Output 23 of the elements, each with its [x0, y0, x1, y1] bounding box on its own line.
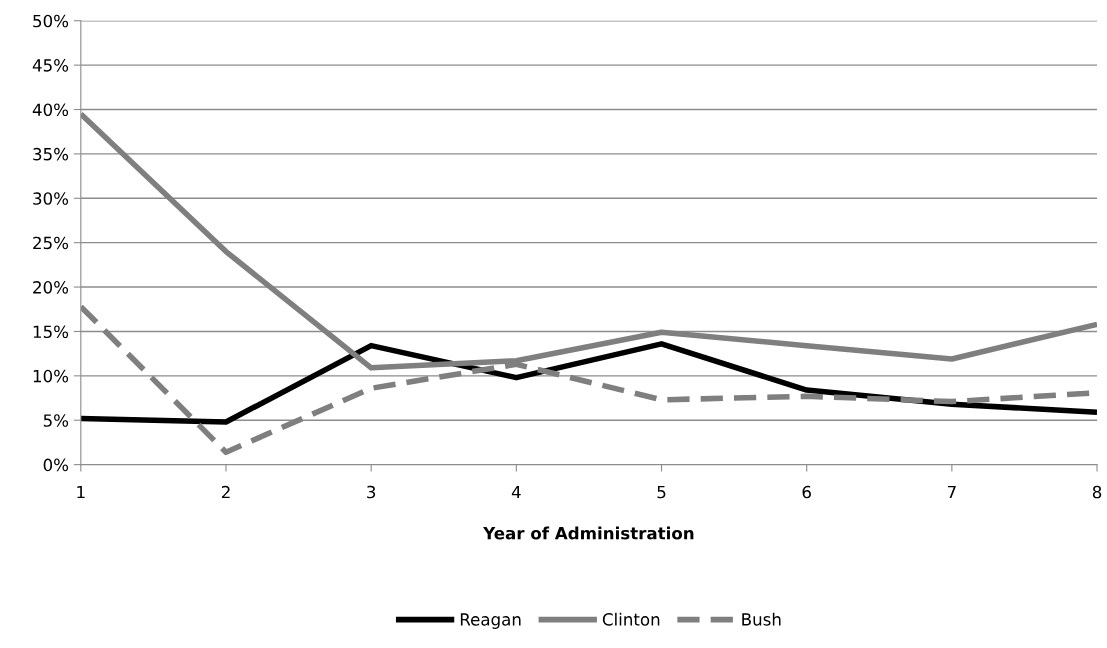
- y-tick-label: 45%: [32, 59, 69, 72]
- y-tick-label: 10%: [33, 369, 69, 383]
- legend-label: Reagan: [460, 613, 521, 629]
- y-tick-label: 40%: [32, 103, 69, 117]
- y-tick-label: 15%: [33, 325, 69, 339]
- x-tick-label: 4: [511, 485, 521, 499]
- y-tick-label: 20%: [33, 281, 69, 294]
- y-tick-label: 5%: [43, 414, 69, 427]
- y-tick-label: 35%: [33, 147, 69, 161]
- y-tick-label: 50%: [33, 14, 69, 28]
- x-tick-label: 3: [367, 485, 376, 499]
- x-axis-title: Year of Administration: [483, 526, 694, 540]
- y-tick-label: 0%: [43, 458, 69, 472]
- x-tick-label: 1: [77, 485, 85, 499]
- legend-label: Bush: [742, 612, 781, 626]
- x-tick-label: 5: [657, 485, 666, 499]
- y-tick-label: 25%: [33, 236, 69, 250]
- x-tick-label: 2: [221, 485, 230, 499]
- x-tick-label: 6: [802, 485, 811, 499]
- x-tick-label: 8: [1092, 485, 1102, 499]
- y-tick-label: 30%: [33, 192, 69, 205]
- legend-label: Clinton: [602, 612, 660, 626]
- x-tick-label: 7: [947, 485, 956, 499]
